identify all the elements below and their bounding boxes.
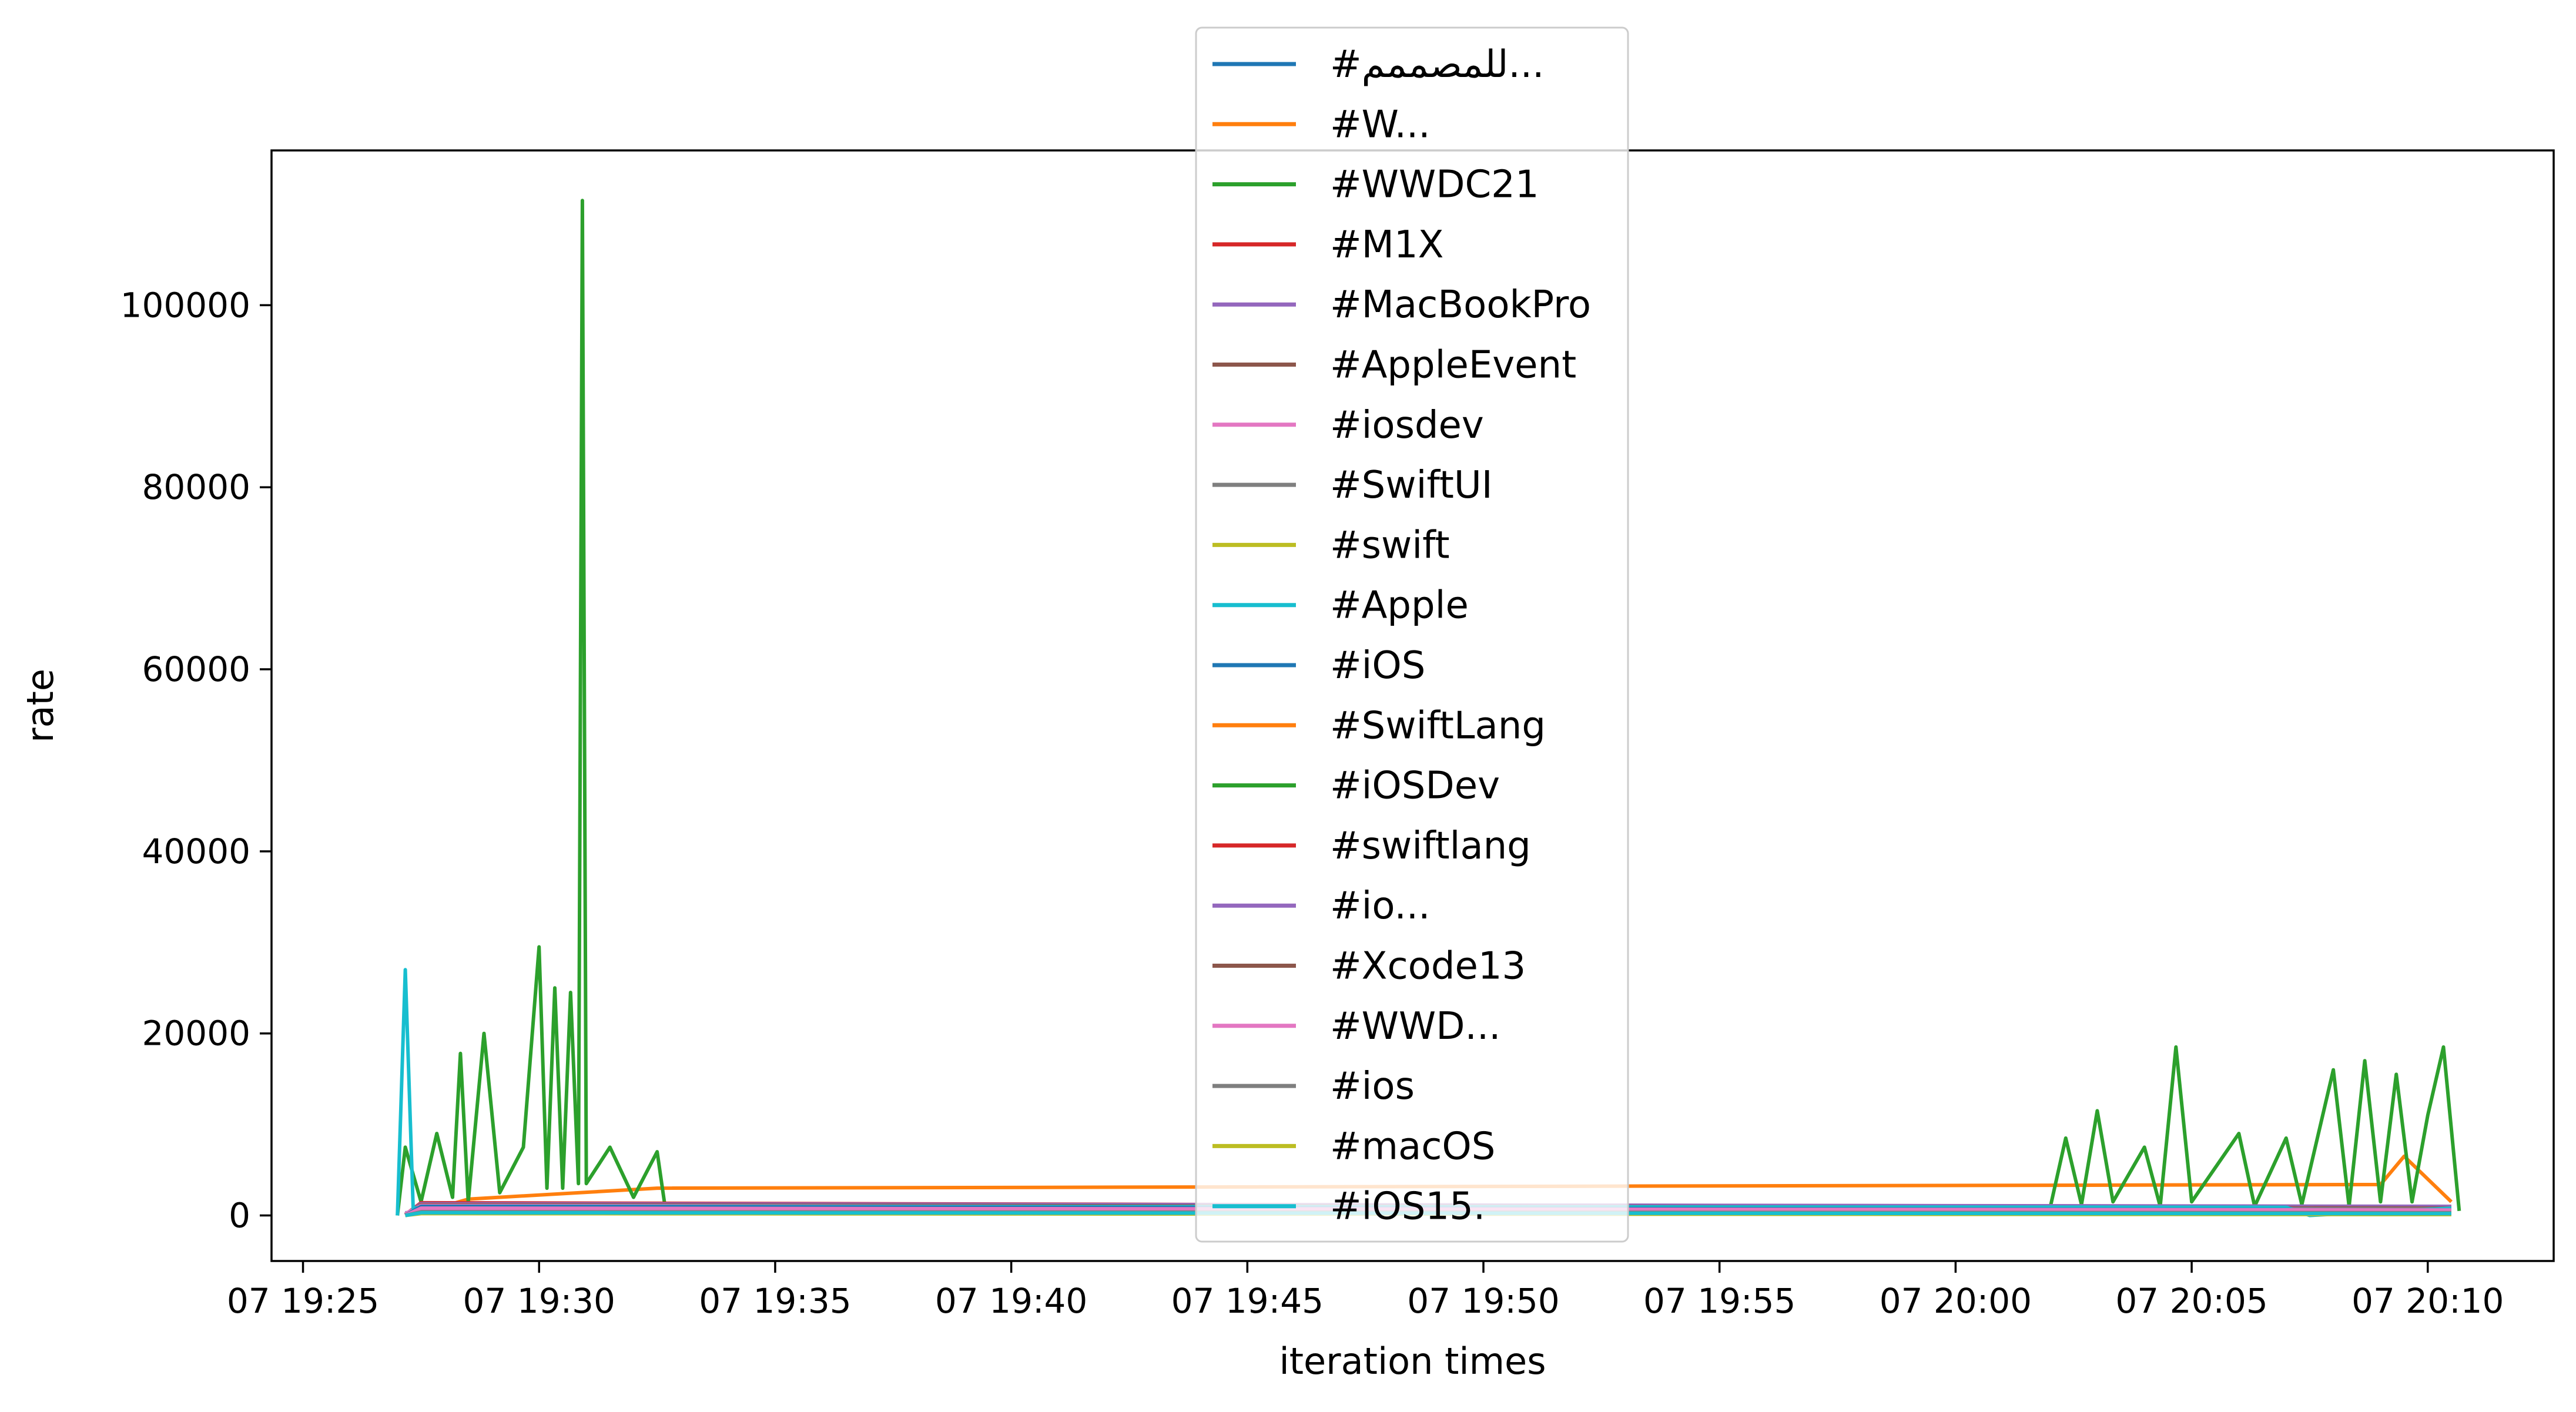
x-axis-label: iteration times — [1279, 1340, 1546, 1383]
x-tick-label: 07 19:55 — [1643, 1281, 1796, 1321]
legend-entry-label: #Apple — [1330, 584, 1469, 628]
x-tick-label: 07 20:00 — [1880, 1281, 2032, 1321]
legend-entry-label: #SwiftUI — [1330, 464, 1493, 507]
legend-entry-label: #M1X — [1330, 223, 1443, 267]
x-tick-label: 07 19:25 — [227, 1281, 379, 1321]
plot-lines — [396, 199, 2461, 1218]
legend-entry-label: #W... — [1330, 103, 1431, 146]
x-axis-ticks: 07 19:25 07 19:30 07 19:35 07 19:40 07 19:45… — [227, 1261, 2504, 1321]
legend: #للمصممم... #W... #WWDC21 #M1X #MacBookPro #A… — [1195, 26, 1629, 1243]
legend-entry-label: #iOSDev — [1330, 764, 1500, 808]
legend-entry-label: #SwiftLang — [1330, 704, 1546, 747]
legend-entry-label: #AppleEvent — [1330, 344, 1576, 387]
y-axis-label: rate — [19, 669, 62, 743]
series-line-20 — [405, 1210, 2451, 1218]
legend-entry-label: #ios — [1330, 1065, 1415, 1108]
legend-entry-label: #iOS — [1330, 644, 1425, 687]
x-tick-label: 07 20:10 — [2351, 1281, 2504, 1321]
x-tick-label: 07 19:50 — [1407, 1281, 1559, 1321]
y-tick-label: 0 — [229, 1196, 250, 1236]
legend-entry-label: #macOS — [1330, 1125, 1495, 1168]
legend-box — [1195, 26, 1629, 1243]
y-axis-ticks: 0 20000 40000 60000 80000 100000 — [120, 285, 272, 1236]
x-tick-label: 07 19:30 — [463, 1281, 615, 1321]
legend-entry-label: #للمصممم... — [1330, 43, 1544, 86]
y-tick-label: 60000 — [142, 649, 250, 689]
y-tick-label: 100000 — [120, 285, 250, 325]
x-tick-label: 07 20:05 — [2115, 1281, 2267, 1321]
x-tick-label: 07 19:45 — [1171, 1281, 1324, 1321]
legend-entry-label: #iOS15. — [1330, 1185, 1485, 1229]
y-tick-label: 40000 — [142, 831, 250, 871]
y-tick-label: 20000 — [142, 1014, 250, 1054]
legend-entry-label: #Xcode13 — [1330, 945, 1526, 988]
legend-entry-label: #io... — [1330, 884, 1430, 928]
legend-entry-label: #iosdev — [1330, 404, 1484, 447]
y-tick-label: 80000 — [142, 467, 250, 507]
legend-entry-label: #MacBookPro — [1330, 283, 1591, 327]
legend-entry-label: #WWD... — [1330, 1005, 1501, 1048]
legend-entry-label: #WWDC21 — [1330, 163, 1539, 207]
x-tick-label: 07 19:40 — [935, 1281, 1087, 1321]
x-tick-label: 07 19:35 — [699, 1281, 851, 1321]
legend-entry-label: #swiftlang — [1330, 824, 1531, 868]
legend-entry-label: #swift — [1330, 524, 1450, 567]
